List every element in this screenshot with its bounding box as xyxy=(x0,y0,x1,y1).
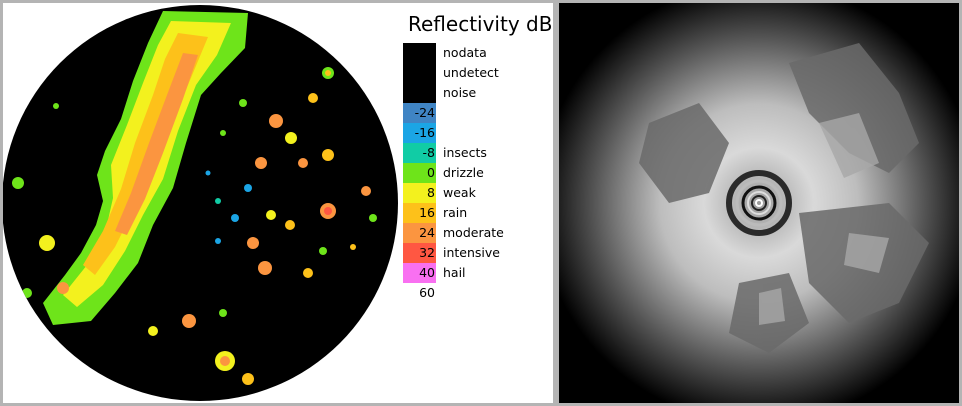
reflectivity-ppi xyxy=(3,5,398,401)
legend-row: 24 moderate xyxy=(403,223,553,243)
legend-swatch xyxy=(403,123,436,143)
legend-swatch xyxy=(403,223,436,243)
legend-label: undetect xyxy=(443,65,499,80)
legend-value: 0 xyxy=(427,165,435,180)
echo-field xyxy=(12,11,377,385)
legend-label: hail xyxy=(443,265,466,280)
legend-swatch xyxy=(403,183,436,203)
reflectivity-legend: nodata undetect noise -24 -16 -8 insects 0 drizz… xyxy=(403,43,553,303)
legend-swatch xyxy=(403,263,436,283)
legend-label: nodata xyxy=(443,45,487,60)
legend-swatch xyxy=(403,243,436,263)
legend-row: 0 drizzle xyxy=(403,163,553,183)
legend-swatch xyxy=(403,63,436,83)
legend-row: -24 xyxy=(403,103,553,123)
grayscale-radar-image xyxy=(559,3,959,403)
legend-label: noise xyxy=(443,85,477,100)
legend-row: undetect xyxy=(403,63,553,83)
legend-label: moderate xyxy=(443,225,504,240)
echo-band-moderate xyxy=(115,53,198,235)
legend-swatch xyxy=(403,203,436,223)
legend-value: -16 xyxy=(414,125,435,140)
legend-value: 40 xyxy=(419,265,435,280)
legend-swatch xyxy=(403,83,436,103)
legend-swatch xyxy=(403,143,436,163)
legend-label: rain xyxy=(443,205,468,220)
legend-row: 40 hail xyxy=(403,263,553,283)
grayscale-radar-panel xyxy=(559,3,959,403)
legend-label: weak xyxy=(443,185,476,200)
scattered-echoes xyxy=(12,67,377,385)
legend-swatch xyxy=(403,103,436,123)
legend-title: Reflectivity dB xyxy=(408,12,553,36)
echo-texture-light xyxy=(759,113,889,325)
legend-row: 8 weak xyxy=(403,183,553,203)
radar-site-blank xyxy=(185,188,215,218)
ground-clutter-rings xyxy=(726,170,792,236)
legend-label: intensive xyxy=(443,245,500,260)
legend-label: drizzle xyxy=(443,165,484,180)
legend-row: nodata xyxy=(403,43,553,63)
legend-row: -8 insects xyxy=(403,143,553,163)
legend-label: insects xyxy=(443,145,487,160)
legend-swatch xyxy=(403,283,436,303)
legend-swatch xyxy=(403,163,436,183)
legend-row: 60 xyxy=(403,283,553,303)
legend-value: 32 xyxy=(419,245,435,260)
legend-swatch xyxy=(403,43,436,63)
legend-row: noise xyxy=(403,83,553,103)
legend-value: -24 xyxy=(414,105,435,120)
legend-row: 32 intensive xyxy=(403,243,553,263)
legend-row: 16 rain xyxy=(403,203,553,223)
legend-value: 16 xyxy=(419,205,435,220)
legend-row: -16 xyxy=(403,123,553,143)
legend-value: 24 xyxy=(419,225,435,240)
legend-value: 8 xyxy=(427,185,435,200)
legend-value: 60 xyxy=(419,285,435,300)
legend-value: -8 xyxy=(422,145,435,160)
reflectivity-panel: Reflectivity dB nodata undetect noise -24 -1… xyxy=(3,3,553,403)
